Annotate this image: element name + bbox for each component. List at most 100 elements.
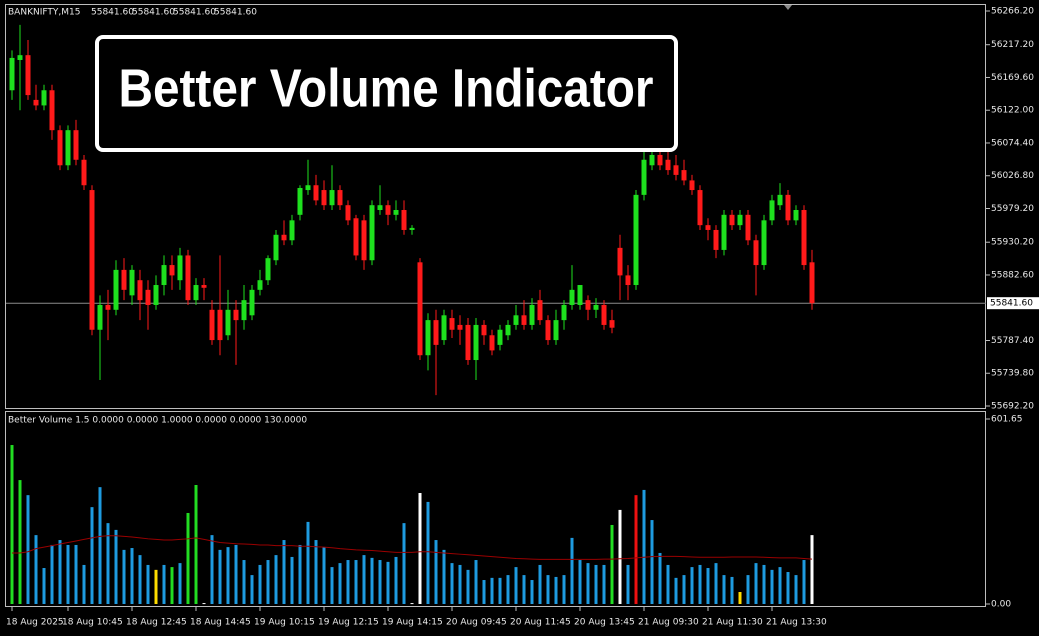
volume-bar: [458, 564, 462, 604]
volume-bar: [170, 567, 174, 604]
candle-body: [777, 194, 783, 206]
volume-bar: [594, 564, 598, 604]
x-tick-label: 21 Aug 13:30: [766, 618, 827, 628]
candle-body: [217, 309, 223, 341]
candle-body: [257, 280, 263, 290]
candle-body: [601, 304, 607, 325]
candle-body: [113, 269, 119, 310]
volume-bar: [330, 567, 334, 604]
candle-body: [513, 315, 519, 325]
volume-bar: [650, 520, 654, 604]
current-price-label: 55841.60: [990, 299, 1033, 309]
volume-bar: [578, 560, 582, 604]
candle-body: [625, 275, 631, 286]
volume-bar: [354, 560, 358, 604]
volume-bar: [90, 507, 94, 604]
candle-body: [289, 220, 295, 241]
volume-bar: [210, 535, 214, 604]
volume-bar: [306, 521, 310, 604]
volume-bar: [66, 544, 70, 604]
volume-bar: [426, 501, 430, 604]
candle-body: [617, 247, 623, 276]
volume-bar: [50, 544, 54, 604]
candle-body: [761, 220, 767, 266]
candle-body: [665, 159, 671, 171]
volume-bar: [178, 563, 182, 604]
volume-bar: [498, 577, 502, 604]
candle-body: [537, 300, 543, 321]
volume-bar: [146, 564, 150, 604]
candle-body: [81, 159, 87, 186]
volume-bar: [570, 537, 574, 604]
header-value: 55841.60: [173, 8, 216, 18]
candle-body: [577, 285, 583, 305]
candle-body: [17, 55, 23, 60]
candle-body: [553, 320, 559, 341]
candle-body: [441, 315, 447, 341]
x-tick-label: 20 Aug 11:45: [510, 618, 571, 628]
volume-bar: [122, 549, 126, 604]
volume-bar: [770, 569, 774, 604]
candle-body: [449, 318, 455, 330]
candle-body: [313, 185, 319, 201]
candle-body: [737, 214, 743, 226]
x-tick-label: 21 Aug 11:30: [702, 618, 763, 628]
candle-body: [609, 320, 615, 328]
volume-bar: [586, 563, 590, 604]
y-tick-label: 55979.20: [991, 204, 1034, 214]
y-tick-label: 55930.20: [991, 238, 1034, 248]
candle-body: [185, 255, 191, 301]
header-value: 55841.60: [132, 8, 175, 18]
candle-body: [633, 194, 639, 286]
candle-body: [505, 324, 511, 336]
candle-body: [369, 205, 375, 261]
candle-body: [569, 289, 575, 305]
y-tick-label: 0.00: [991, 600, 1011, 610]
volume-bar: [226, 547, 230, 604]
volume-bar: [314, 540, 318, 604]
candle-body: [9, 57, 15, 91]
candle-body: [193, 285, 199, 301]
candle-body: [49, 90, 55, 131]
volume-bar: [258, 564, 262, 604]
y-tick-label: 56074.40: [991, 138, 1034, 148]
volume-bar: [698, 564, 702, 604]
volume-bar: [754, 563, 758, 604]
volume-bar: [762, 564, 766, 604]
x-tick-label: 19 Aug 14:15: [382, 618, 443, 628]
volume-bar: [722, 575, 726, 604]
volume-panel-frame: [5, 411, 986, 607]
y-tick-label: 601.65: [991, 415, 1023, 425]
y-tick-label: 56266.20: [991, 6, 1034, 16]
price-panel-frame: [5, 4, 986, 409]
x-tick-label: 18 Aug 14:45: [190, 618, 251, 628]
candle-body: [489, 335, 495, 351]
volume-bar: [338, 563, 342, 604]
candle-body: [521, 315, 527, 325]
candle-body: [137, 280, 143, 301]
candle-body: [377, 205, 383, 211]
volume-bar: [746, 575, 750, 604]
y-tick-label: 55787.40: [991, 336, 1034, 346]
volume-bar: [666, 564, 670, 604]
candle-body: [561, 304, 567, 321]
candle-body: [249, 289, 255, 316]
volume-bar: [154, 569, 158, 604]
indicator-title: Better Volume 1.5 0.0000 0.0000 1.0000 0…: [8, 416, 307, 426]
volume-bar: [658, 552, 662, 604]
current-price-box: [987, 297, 1039, 310]
volume-bar: [730, 576, 734, 604]
candle-body: [481, 324, 487, 336]
header-value: 55841.60: [214, 8, 257, 18]
volume-bar: [402, 523, 406, 604]
volume-bar: [554, 576, 558, 604]
volume-bar: [290, 556, 294, 604]
candle-body: [465, 324, 471, 361]
candle-body: [337, 190, 343, 206]
candle-body: [57, 130, 63, 166]
volume-bar: [466, 569, 470, 604]
volume-bar: [562, 575, 566, 604]
candle-body: [729, 214, 735, 226]
header-value: 55841.60: [91, 8, 134, 18]
